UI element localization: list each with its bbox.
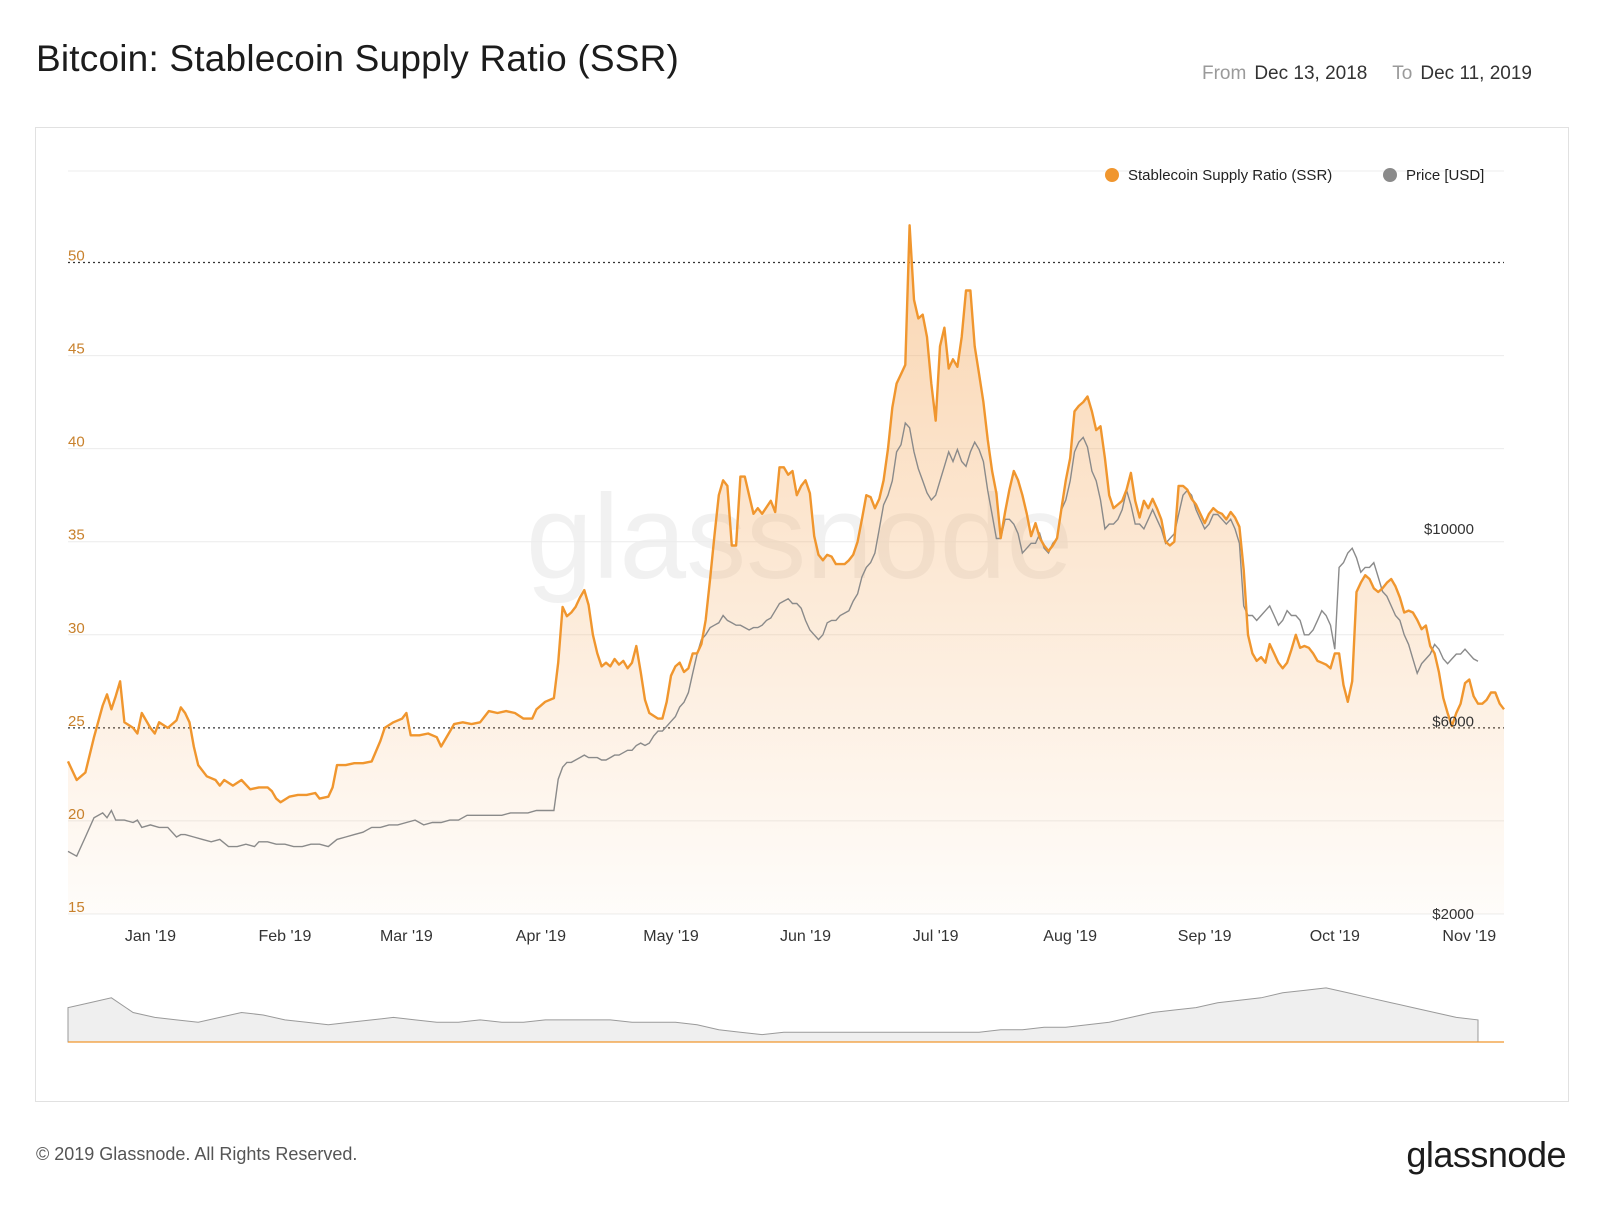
legend-ssr-marker[interactable] <box>1105 168 1119 182</box>
ssr-area-fill <box>68 225 1504 915</box>
y-left-tick-label: 40 <box>68 434 85 451</box>
y-left-tick-label: 25 <box>68 713 85 730</box>
x-tick-label: Jan '19 <box>125 928 176 945</box>
to-date[interactable]: Dec 11, 2019 <box>1420 63 1532 84</box>
x-tick-label: Oct '19 <box>1310 928 1360 945</box>
y-right-tick-label: $6000 <box>1432 713 1474 730</box>
ssr-line <box>66 224 1505 804</box>
y-left-tick-label: 35 <box>68 527 85 544</box>
price-line <box>67 421 1479 858</box>
y-axis-left: 15 20 25 30 35 40 45 50 <box>68 248 85 916</box>
ssr-area <box>68 225 1504 915</box>
to-label: To <box>1392 63 1413 84</box>
x-tick-label: Jul '19 <box>913 928 959 945</box>
y-right-tick-label: $2000 <box>1432 906 1474 923</box>
x-tick-label: Sep '19 <box>1178 928 1232 945</box>
x-tick-label: Jun '19 <box>780 928 831 945</box>
y-right-tick-label: $10000 <box>1424 521 1474 538</box>
chart-lines <box>66 224 1505 858</box>
copyright-text: © 2019 Glassnode. All Rights Reserved. <box>36 1144 358 1164</box>
y-left-tick-label: 15 <box>68 899 85 916</box>
legend-price-marker[interactable] <box>1383 168 1397 182</box>
y-left-tick-label: 45 <box>68 341 85 358</box>
from-label: From <box>1202 63 1247 84</box>
legend-label[interactable]: Stablecoin Supply Ratio (SSR) <box>1128 167 1332 184</box>
date-range[interactable]: From Dec 13, 2018 To Dec 11, 2019 <box>1202 63 1532 85</box>
page-title: Bitcoin: Stablecoin Supply Ratio (SSR) <box>36 38 680 79</box>
x-tick-label: Feb '19 <box>258 928 311 945</box>
y-axis-right: $2000 $6000 $10000 <box>1424 521 1474 923</box>
chart-legend[interactable]: Stablecoin Supply Ratio (SSR) Price [USD] <box>1105 167 1484 184</box>
range-navigator[interactable] <box>67 987 1504 1043</box>
x-tick-label: Apr '19 <box>516 928 566 945</box>
x-tick-label: Aug '19 <box>1043 928 1097 945</box>
navigator-series <box>67 987 1479 1043</box>
y-left-tick-label: 50 <box>68 248 85 265</box>
y-left-tick-label: 30 <box>68 620 85 637</box>
from-date[interactable]: Dec 13, 2018 <box>1254 63 1368 84</box>
x-tick-label: Nov '19 <box>1442 928 1496 945</box>
y-left-tick-label: 20 <box>68 806 85 823</box>
legend-label[interactable]: Price [USD] <box>1406 167 1484 184</box>
x-tick-label: Mar '19 <box>380 928 433 945</box>
glassnode-logo[interactable]: glassnode <box>1406 1134 1566 1175</box>
x-tick-label: May '19 <box>643 928 699 945</box>
x-axis: Jan '19 Feb '19 Mar '19 Apr '19 May '19 Jun '… <box>125 928 1496 945</box>
